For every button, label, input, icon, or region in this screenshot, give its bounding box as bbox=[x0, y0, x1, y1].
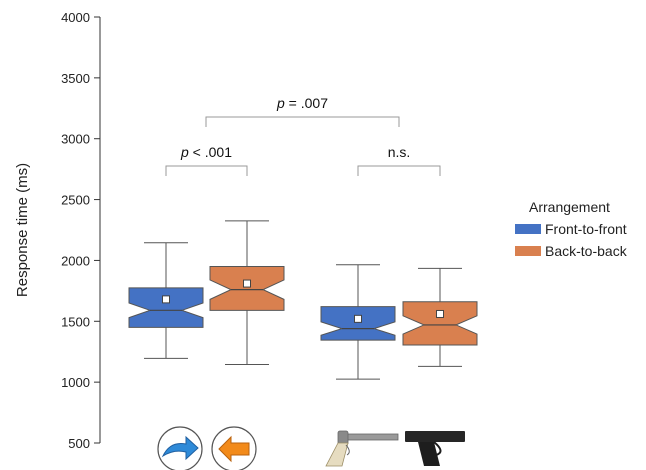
y-tick-label: 1000 bbox=[61, 375, 90, 390]
y-axis: 500 1000 1500 2000 2500 3000 3500 4000 Response … bbox=[14, 10, 101, 451]
y-tick-label: 4000 bbox=[61, 10, 90, 25]
annotation-group2: n.s. bbox=[357, 144, 441, 176]
annotation-group1: p < .001 bbox=[165, 144, 248, 176]
box-2-2 bbox=[402, 267, 478, 367]
mean-marker bbox=[354, 314, 362, 323]
arrow-shape bbox=[161, 435, 199, 461]
notched-box bbox=[320, 306, 396, 341]
box-series bbox=[128, 220, 478, 380]
trigger-guard bbox=[433, 441, 442, 456]
barrel bbox=[341, 433, 399, 441]
legend-label: Front-to-front bbox=[545, 221, 627, 237]
p-value: = .007 bbox=[285, 95, 328, 111]
y-tick-label: 3500 bbox=[61, 71, 90, 86]
mean-marker bbox=[162, 295, 170, 304]
y-axis-title: Response time (ms) bbox=[14, 163, 31, 297]
notched-box bbox=[402, 301, 478, 346]
box-1-2 bbox=[209, 220, 285, 365]
significance-label: n.s. bbox=[388, 144, 411, 160]
annotation-between-groups: p = .007 bbox=[205, 95, 400, 127]
significance-annotations: p < .001 n.s. p = .007 bbox=[165, 95, 441, 176]
left-arrow-icon bbox=[211, 426, 257, 470]
revolver-icon bbox=[325, 430, 399, 467]
mean-marker bbox=[436, 309, 444, 318]
p-symbol: p bbox=[180, 144, 189, 160]
legend-label: Back-to-back bbox=[545, 243, 628, 259]
p-value: < .001 bbox=[189, 144, 232, 160]
condition-icons bbox=[157, 426, 465, 470]
legend-swatch bbox=[515, 224, 541, 234]
y-tick-label: 2500 bbox=[61, 193, 90, 208]
mean-marker bbox=[243, 279, 251, 288]
significance-label: p < .001 bbox=[180, 144, 232, 160]
bracket-line bbox=[165, 165, 248, 176]
y-tick-label: 2000 bbox=[61, 253, 90, 268]
box-1-1 bbox=[128, 242, 204, 359]
box-2-1 bbox=[320, 264, 396, 380]
y-tick-label: 1500 bbox=[61, 314, 90, 329]
right-arrow-icon bbox=[157, 426, 203, 470]
bracket-line bbox=[205, 116, 400, 127]
notched-box bbox=[209, 266, 285, 311]
pistol-icon bbox=[405, 431, 465, 466]
legend: Arrangement Front-to-front Back-to-back bbox=[515, 199, 628, 259]
slide bbox=[405, 431, 465, 442]
bracket-line bbox=[357, 165, 441, 176]
legend-swatch bbox=[515, 246, 541, 256]
grip bbox=[418, 442, 440, 466]
trigger-guard bbox=[345, 444, 350, 456]
significance-label: p = .007 bbox=[276, 95, 328, 111]
notched-box bbox=[128, 287, 204, 328]
y-tick-label: 3000 bbox=[61, 132, 90, 147]
arrow-shape bbox=[218, 435, 250, 463]
grip bbox=[325, 442, 349, 467]
legend-title: Arrangement bbox=[529, 199, 610, 215]
y-tick-label: 500 bbox=[68, 436, 90, 451]
p-symbol: p bbox=[276, 95, 285, 111]
